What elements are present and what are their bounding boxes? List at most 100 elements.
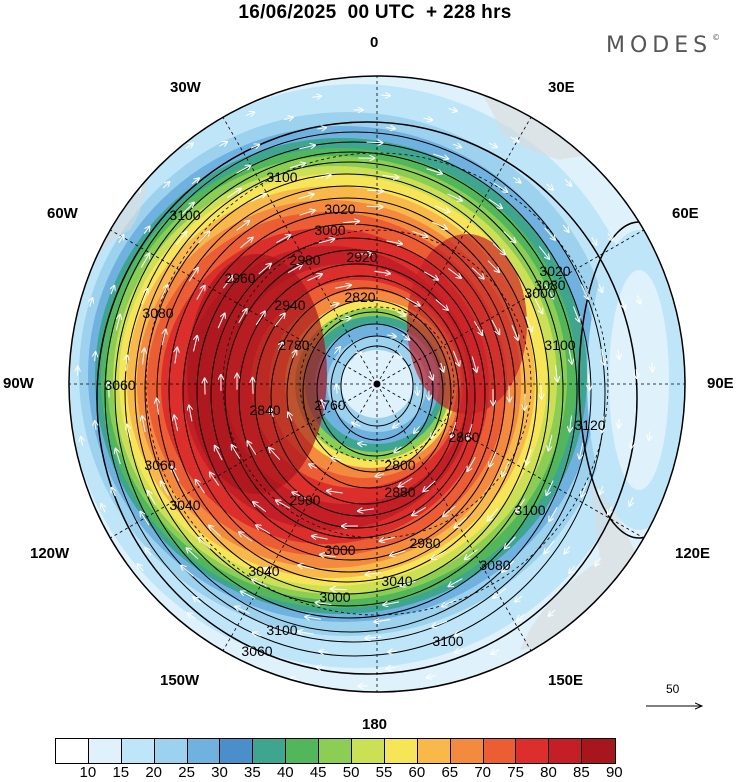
legend-swatch [417,739,451,763]
wind-arrow [358,509,374,511]
wind-arrow [631,439,633,448]
height-contour [168,197,526,583]
wind-arrow [503,231,516,243]
wind-arrow [352,423,361,427]
wind-arrow [298,565,314,570]
wind-arrow [538,246,549,259]
wind-arrow [387,335,396,337]
contour-label: 2780 [278,337,309,353]
wind-arrow [140,254,149,268]
wind-arrow [544,540,555,554]
wind-arrow [309,464,318,468]
wind-arrow [168,618,176,624]
wind-arrow [618,350,619,359]
wind-arrow [546,480,554,496]
legend-tick: 85 [573,764,590,781]
wind-arrow [341,318,351,320]
legend-tick: 70 [474,764,492,781]
legend-swatch [483,739,517,763]
wind-arrow [298,194,313,200]
height-contour [124,151,578,633]
wind-arrow [161,481,169,496]
wind-arrow [331,589,347,590]
wind-arrow [71,306,73,316]
contour-label: 3060 [241,643,272,659]
legend-swatch [253,739,287,763]
wind-arrow [629,497,632,506]
legend-tick: 55 [375,764,393,781]
legend-swatch [319,739,353,763]
wind-arrow [191,178,199,185]
legend-swatch [88,739,122,763]
wind-arrow [138,564,144,572]
contour-label: 3000 [524,285,555,301]
wind-arrow [588,374,589,390]
wind-arrow [555,365,557,381]
wind-arrow [432,153,448,159]
wind-arrow [290,678,300,680]
contour-label: 2840 [249,402,280,418]
wind-arrow [431,429,435,438]
wind-arrow [488,143,497,147]
wind-arrow [569,565,576,573]
height-contour [196,223,506,561]
wind-arrow [423,118,433,120]
wind-arrow [405,297,420,305]
contour-label: 2900 [289,492,320,508]
wind-arrow [236,221,250,231]
wind-arrow [287,265,302,274]
wind-arrow [400,580,416,586]
wind-arrow [145,548,152,556]
wind-arrow [219,142,227,146]
legend-tick: 50 [342,764,360,781]
lon-label-180: 180 [362,716,388,733]
wind-arrow [160,285,168,300]
height-contour [330,335,424,441]
wind-arrow [374,620,391,622]
wind-arrow [573,306,579,322]
wind-arrow [198,232,210,244]
color-legend [55,738,617,764]
height-contour [286,299,452,489]
wind-arrow [493,587,507,598]
height-contour [254,275,468,517]
pole-marker [373,380,381,388]
contour-label: 3020 [539,263,570,279]
wind-arrow [253,633,262,636]
lon-label-30e: 30E [548,79,575,96]
wind-arrow [276,235,290,244]
wind-arrow [142,416,145,433]
wind-arrow [319,651,329,652]
wind-arrow [513,176,520,182]
wind-arrow [374,271,390,273]
wind-arrow [432,550,446,559]
wind-arrow [209,525,222,537]
legend-swatch [450,739,484,763]
contour-label: 2960 [224,270,255,286]
wind-arrow [299,210,315,216]
wind-arrow [252,579,267,587]
wind-arrow [534,298,542,313]
wind-arrow [255,311,265,326]
legend-swatch [187,739,221,763]
wind-arrow [241,591,256,599]
wind-arrow [515,595,523,602]
wind-arrow [448,108,457,111]
lon-label-150w: 150W [160,672,200,689]
wind-arrow [489,451,497,467]
height-contour [224,249,486,539]
wind-arrow [549,506,558,521]
latitude-circle [222,229,532,539]
wind-arrow [432,221,447,229]
wind-arrow [250,145,259,149]
contour-label: 3100 [266,622,297,638]
wind-arrow [210,473,220,486]
wind-arrow [116,449,121,465]
lon-label-120e: 120E [675,545,711,562]
contour-label: 3100 [514,502,545,518]
wind-arrow [366,142,383,143]
contour-label: 3060 [144,457,175,473]
contour-label: 2820 [344,289,375,305]
wind-arrow [548,609,556,616]
wind-arrow [358,443,367,445]
